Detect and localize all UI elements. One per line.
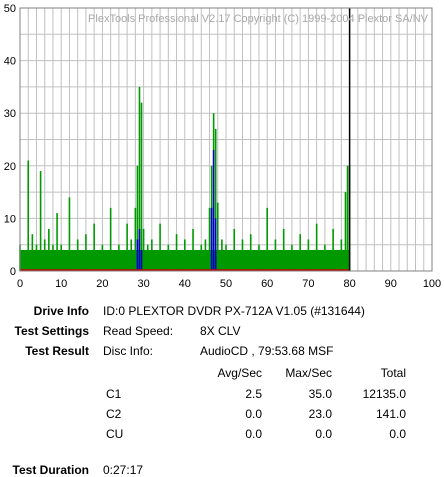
plot-border xyxy=(19,7,433,272)
test-result-label: Test Result xyxy=(25,344,89,358)
x-tick-label: 70 xyxy=(302,278,314,290)
table-header-total: Total xyxy=(380,366,406,380)
table-row-c1-avg: 2.5 xyxy=(245,387,262,401)
x-tick-label: 90 xyxy=(385,278,397,290)
table-row-c2-name: C2 xyxy=(106,407,122,421)
x-tick-label: 0 xyxy=(17,278,23,290)
table-row-c1-total: 12135.0 xyxy=(362,387,406,401)
test-settings-label: Test Settings xyxy=(14,324,89,338)
table-row-cu-total: 0.0 xyxy=(389,427,406,441)
table-row-c2-max: 23.0 xyxy=(308,407,332,421)
drive-info-label: Drive Info xyxy=(33,304,89,318)
x-tick-label: 20 xyxy=(96,278,108,290)
table-row-c2-avg: 0.0 xyxy=(245,407,262,421)
x-tick-label: 60 xyxy=(261,278,273,290)
table-row-c2-total: 141.0 xyxy=(375,407,406,421)
axis-tick-labels: 0 10 20 30 40 50 60 70 80 90 100 0 10 20 30 40 50 xyxy=(4,3,441,290)
drive-info-value: ID:0 PLEXTOR DVDR PX-712A V1.05 (#131644… xyxy=(103,304,365,318)
test-duration-label: Test Duration xyxy=(12,463,89,477)
table-row-c1-max: 35.0 xyxy=(308,387,332,401)
table-row-cu-name: CU xyxy=(106,427,124,441)
y-tick-label: 10 xyxy=(4,213,16,225)
y-tick-label: 0 xyxy=(10,266,16,278)
y-tick-label: 20 xyxy=(4,161,16,173)
disc-info-label: Disc Info: xyxy=(103,344,154,358)
chart-grid xyxy=(19,7,433,272)
disc-info-value: AudioCD , 79:53.68 MSF xyxy=(200,344,334,358)
x-tick-label: 50 xyxy=(220,278,232,290)
y-tick-label: 40 xyxy=(4,56,16,68)
chart-title-watermark: PlexTools Professional V2.17 Copyright (… xyxy=(88,13,429,25)
x-tick-label: 100 xyxy=(423,278,441,290)
x-tick-label: 30 xyxy=(137,278,149,290)
table-row-cu-max: 0.0 xyxy=(315,427,332,441)
table-row-c1-name: C1 xyxy=(106,387,122,401)
read-speed-value: 8X CLV xyxy=(200,324,241,338)
error-chart: 0 10 20 30 40 50 60 70 80 90 100 0 10 20 30 40 50 PlexTo… xyxy=(4,3,441,290)
x-tick-label: 40 xyxy=(179,278,191,290)
chart-bars xyxy=(19,86,351,271)
y-tick-label: 50 xyxy=(4,3,16,15)
y-tick-label: 30 xyxy=(4,108,16,120)
x-tick-label: 10 xyxy=(55,278,67,290)
table-header-max: Max/Sec xyxy=(285,366,332,380)
x-tick-label: 80 xyxy=(343,278,355,290)
test-duration-value: 0:27:17 xyxy=(103,463,144,477)
table-row-cu-avg: 0.0 xyxy=(245,427,262,441)
table-header-avg: Avg/Sec xyxy=(217,366,262,380)
read-speed-label: Read Speed: xyxy=(103,324,174,338)
